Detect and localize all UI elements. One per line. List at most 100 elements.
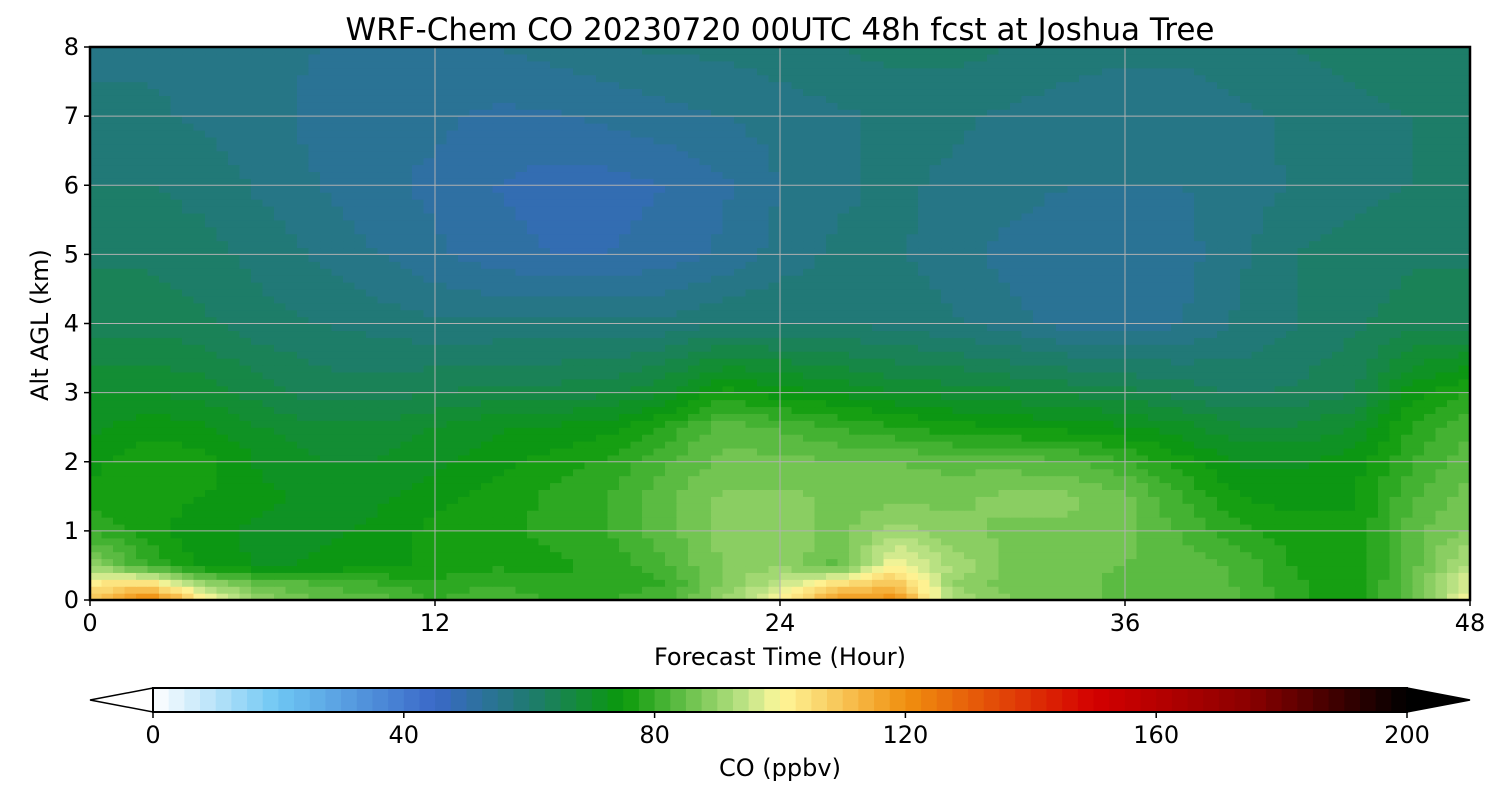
heatmap-cell (446, 530, 459, 539)
heatmap-cell (1228, 344, 1241, 352)
heatmap-cell (619, 441, 632, 449)
heatmap-cell (1366, 503, 1379, 511)
heatmap-cell (1159, 420, 1172, 428)
heatmap-cell (124, 482, 137, 490)
heatmap-cell (331, 406, 344, 414)
heatmap-cell (308, 323, 321, 332)
heatmap-cell (205, 316, 218, 325)
heatmap-cell (1113, 316, 1126, 325)
heatmap-cell (216, 523, 229, 532)
heatmap-cell (941, 427, 954, 435)
heatmap-cell (435, 364, 448, 373)
heatmap-cell (159, 517, 172, 525)
heatmap-cell (377, 420, 390, 428)
heatmap-cell (1447, 461, 1460, 470)
heatmap-cell (423, 378, 436, 387)
heatmap-cell (1401, 517, 1414, 525)
heatmap-cell (918, 454, 931, 463)
heatmap-cell (90, 316, 103, 325)
heatmap-cell (1378, 392, 1391, 401)
heatmap-cell (1090, 427, 1103, 435)
heatmap-cell (469, 551, 482, 560)
heatmap-cell (308, 358, 321, 366)
heatmap-cell (1378, 510, 1391, 518)
heatmap-cell (688, 517, 701, 525)
heatmap-cell (239, 447, 252, 456)
heatmap-cell (412, 454, 425, 463)
heatmap-cell (1263, 316, 1276, 325)
heatmap-cell (492, 344, 505, 352)
heatmap-cell (561, 510, 574, 518)
heatmap-cell (446, 489, 459, 497)
heatmap-cell (423, 427, 436, 435)
heatmap-cell (906, 565, 919, 573)
heatmap-cell (492, 358, 505, 366)
heatmap-cell (860, 530, 873, 539)
heatmap-cell (1067, 420, 1080, 428)
heatmap-cell (964, 496, 977, 504)
heatmap-cell (1343, 351, 1356, 359)
heatmap-cell (1021, 517, 1034, 525)
heatmap-cell (860, 358, 873, 366)
heatmap-cell (251, 572, 264, 580)
heatmap-cell (1136, 447, 1149, 456)
heatmap-cell (883, 544, 896, 553)
heatmap-cell (285, 475, 298, 484)
heatmap-cell (630, 537, 643, 546)
heatmap-cell (1424, 579, 1437, 587)
heatmap-cell (849, 316, 862, 325)
heatmap-cell (1286, 468, 1299, 477)
heatmap-cell (366, 406, 379, 414)
heatmap-cell (596, 385, 609, 394)
heatmap-cell (1389, 358, 1402, 366)
heatmap-cell (849, 420, 862, 428)
heatmap-cell (1228, 510, 1241, 518)
heatmap-cell (538, 392, 551, 401)
heatmap-cell (1159, 413, 1172, 421)
heatmap-cell (688, 337, 701, 345)
heatmap-cell (837, 427, 850, 435)
heatmap-cell (734, 496, 747, 504)
heatmap-cell (239, 385, 252, 394)
heatmap-cell (1343, 593, 1356, 601)
heatmap-cell (182, 551, 195, 560)
heatmap-cell (205, 475, 218, 484)
heatmap-cell (1148, 558, 1161, 567)
heatmap-cell (504, 358, 517, 366)
heatmap-cell (1056, 558, 1069, 567)
heatmap-cell (423, 358, 436, 366)
heatmap-cell (251, 316, 264, 325)
heatmap-cell (607, 427, 620, 435)
heatmap-cell (1263, 517, 1276, 525)
heatmap-cell (1251, 420, 1264, 428)
heatmap-cell (1332, 530, 1345, 539)
heatmap-cell (745, 489, 758, 497)
heatmap-cell (883, 406, 896, 414)
heatmap-cell (435, 337, 448, 345)
heatmap-cell (1228, 330, 1241, 338)
heatmap-cell (1182, 447, 1195, 456)
heatmap-cell (1033, 530, 1046, 539)
heatmap-cell (1309, 441, 1322, 449)
heatmap-cell (297, 427, 310, 435)
heatmap-cell (458, 461, 471, 470)
heatmap-cell (711, 413, 724, 421)
heatmap-cell (492, 447, 505, 456)
heatmap-cell (1148, 316, 1161, 325)
heatmap-cell (377, 371, 390, 380)
heatmap-cell (1424, 593, 1437, 601)
heatmap-cell (412, 447, 425, 456)
heatmap-cell (538, 364, 551, 373)
heatmap-cell (1389, 530, 1402, 539)
heatmap-cell (780, 523, 793, 532)
heatmap-cell (665, 337, 678, 345)
heatmap-cell (1010, 537, 1023, 546)
heatmap-cell (952, 461, 965, 470)
heatmap-cell (883, 309, 896, 318)
heatmap-cell (1309, 323, 1322, 332)
heatmap-cell (1194, 586, 1207, 594)
heatmap-cell (1171, 503, 1184, 511)
heatmap-cell (941, 392, 954, 401)
heatmap-cell (1309, 496, 1322, 504)
heatmap-cell (619, 523, 632, 532)
